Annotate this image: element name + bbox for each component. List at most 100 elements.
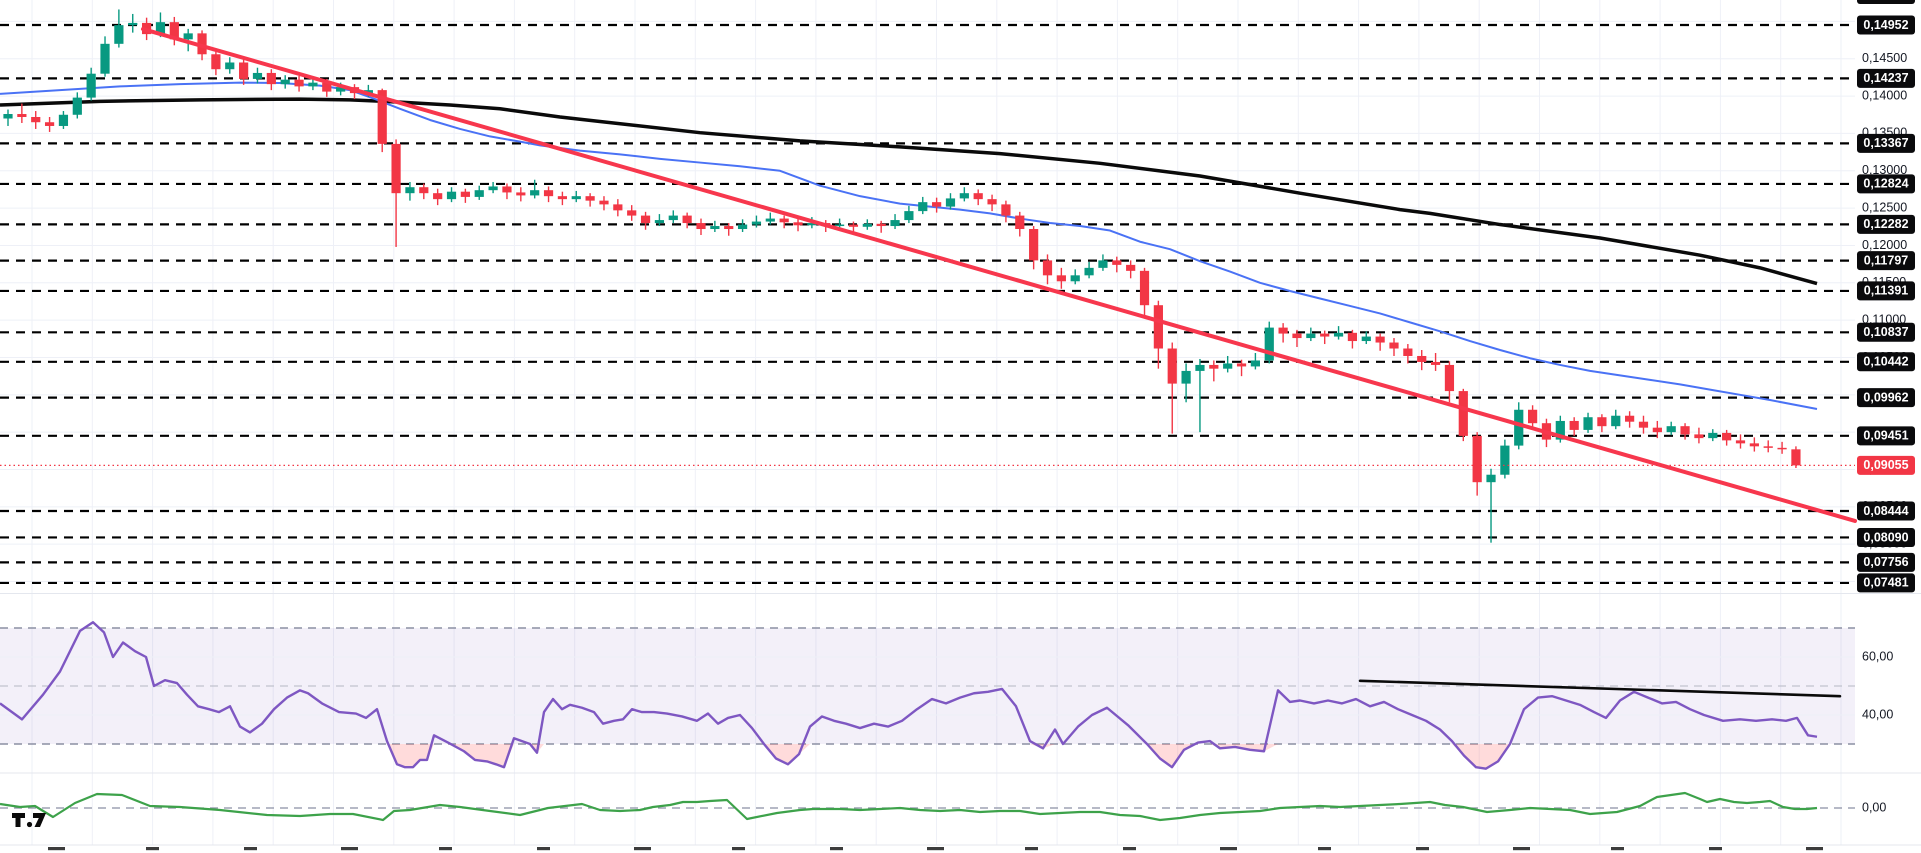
candle — [932, 202, 942, 207]
candle — [1708, 432, 1718, 439]
time-axis[interactable] — [48, 847, 1823, 851]
candle — [1583, 417, 1593, 430]
candle — [1195, 364, 1205, 371]
candle — [1112, 260, 1122, 265]
indicator-tick-label: 60,00 — [1862, 649, 1893, 663]
candle — [266, 72, 276, 85]
candle — [128, 22, 138, 26]
price-level-badge: 0,07481 — [1857, 573, 1915, 593]
candle — [1029, 229, 1039, 261]
candle — [460, 191, 470, 197]
candle — [1320, 333, 1330, 337]
candle — [1153, 305, 1163, 349]
candle — [72, 97, 82, 115]
svg-text:0,11797: 0,11797 — [1864, 253, 1909, 267]
candle — [1458, 391, 1468, 436]
tradingview-logo[interactable] — [12, 810, 56, 830]
candle — [1236, 363, 1247, 367]
candle — [945, 198, 956, 207]
time-label-clipped — [439, 847, 452, 851]
svg-text:0,09055: 0,09055 — [1863, 458, 1908, 472]
candle — [1486, 474, 1496, 483]
indicator-tick-label: 40,00 — [1862, 707, 1893, 721]
candle — [1722, 432, 1732, 441]
candle — [710, 226, 720, 230]
time-label-clipped — [244, 847, 257, 851]
time-label-clipped — [1611, 847, 1624, 851]
price-tick-label: 0,13000 — [1862, 163, 1907, 177]
candle — [1070, 275, 1080, 282]
candle — [1777, 447, 1787, 450]
candle — [239, 62, 249, 79]
candle — [1625, 415, 1635, 422]
time-label-clipped — [1025, 847, 1038, 851]
candle — [959, 193, 969, 199]
candle — [1333, 332, 1344, 337]
sma-fast-blue-line[interactable] — [0, 81, 1818, 410]
candle — [1001, 204, 1011, 216]
current-price-badge: 0,09055 — [1857, 455, 1915, 475]
candle — [1638, 421, 1649, 428]
candle — [751, 221, 762, 225]
time-label-clipped — [146, 847, 159, 851]
price-level-badge: 0,11391 — [1857, 281, 1915, 301]
candle — [668, 215, 678, 221]
candle — [377, 90, 387, 144]
descending-trendline[interactable] — [141, 27, 1857, 523]
candle — [1611, 415, 1621, 427]
price-level-badge: 0,08090 — [1857, 527, 1915, 547]
candle — [1306, 333, 1316, 339]
candle — [405, 187, 415, 194]
candle — [1417, 355, 1427, 362]
price-level-badge: 0,10442 — [1857, 352, 1915, 372]
sma-slow-black-line[interactable] — [0, 97, 1818, 286]
candle — [1694, 434, 1704, 439]
svg-text:0,13367: 0,13367 — [1863, 136, 1908, 150]
time-label-clipped — [1318, 847, 1331, 851]
candle — [571, 196, 581, 200]
momentum-line — [0, 791, 1818, 822]
candle — [280, 79, 290, 85]
price-level-badge: 0,08444 — [1857, 501, 1915, 521]
candles — [3, 9, 1801, 543]
candle — [918, 202, 928, 212]
candle — [862, 223, 872, 227]
candle — [433, 193, 443, 200]
price-level-badge: 0,12824 — [1857, 174, 1915, 194]
rsi-trendline[interactable] — [1358, 679, 1842, 698]
candle — [322, 82, 332, 92]
candle — [1514, 409, 1524, 446]
candle — [1555, 420, 1565, 440]
time-label-clipped — [1123, 847, 1136, 851]
price-level-badge: 0,14952 — [1857, 15, 1915, 35]
candle — [474, 190, 484, 197]
price-level-badge: 0,09962 — [1857, 388, 1915, 408]
price-level-badge: 0,11797 — [1857, 251, 1915, 271]
candle — [1361, 336, 1371, 342]
candle — [1569, 420, 1579, 430]
svg-text:0,12824: 0,12824 — [1863, 177, 1908, 191]
price-level-badge: 0,09451 — [1857, 426, 1915, 446]
candle — [1680, 426, 1690, 435]
candle — [502, 186, 512, 193]
candle — [1430, 361, 1441, 365]
candle — [446, 191, 457, 200]
candle — [1264, 327, 1274, 361]
candle — [682, 215, 692, 224]
candle — [1652, 427, 1662, 433]
indicator-tick-label: 0,00 — [1862, 800, 1886, 814]
candle — [1042, 260, 1053, 276]
candle — [155, 22, 166, 35]
candle — [557, 196, 567, 200]
svg-text:0,09962: 0,09962 — [1863, 390, 1908, 404]
candle — [183, 33, 193, 40]
candle — [44, 122, 55, 126]
candle — [1292, 333, 1302, 339]
candle — [543, 190, 554, 197]
candle — [1403, 348, 1413, 356]
tradingview-logo-mark — [12, 813, 46, 828]
candle — [308, 82, 318, 87]
svg-text:0,08444: 0,08444 — [1863, 504, 1908, 518]
